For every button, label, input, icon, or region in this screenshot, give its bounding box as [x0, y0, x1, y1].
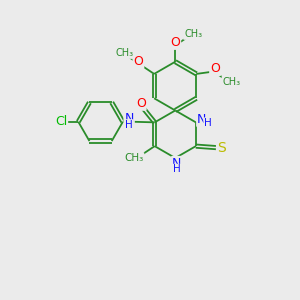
Text: N: N: [124, 112, 134, 125]
Text: CH₃: CH₃: [124, 153, 143, 163]
Text: O: O: [210, 62, 220, 75]
Text: O: O: [134, 55, 143, 68]
Text: N: N: [197, 113, 206, 126]
Text: Cl: Cl: [55, 115, 67, 128]
Text: H: H: [204, 118, 212, 128]
Text: O: O: [136, 97, 146, 110]
Text: H: H: [173, 164, 181, 174]
Text: H: H: [125, 120, 133, 130]
Text: CH₃: CH₃: [184, 29, 202, 39]
Text: S: S: [217, 141, 226, 154]
Text: O: O: [170, 36, 180, 49]
Text: CH₃: CH₃: [222, 76, 241, 87]
Text: N: N: [172, 157, 182, 170]
Text: CH₃: CH₃: [116, 48, 134, 58]
